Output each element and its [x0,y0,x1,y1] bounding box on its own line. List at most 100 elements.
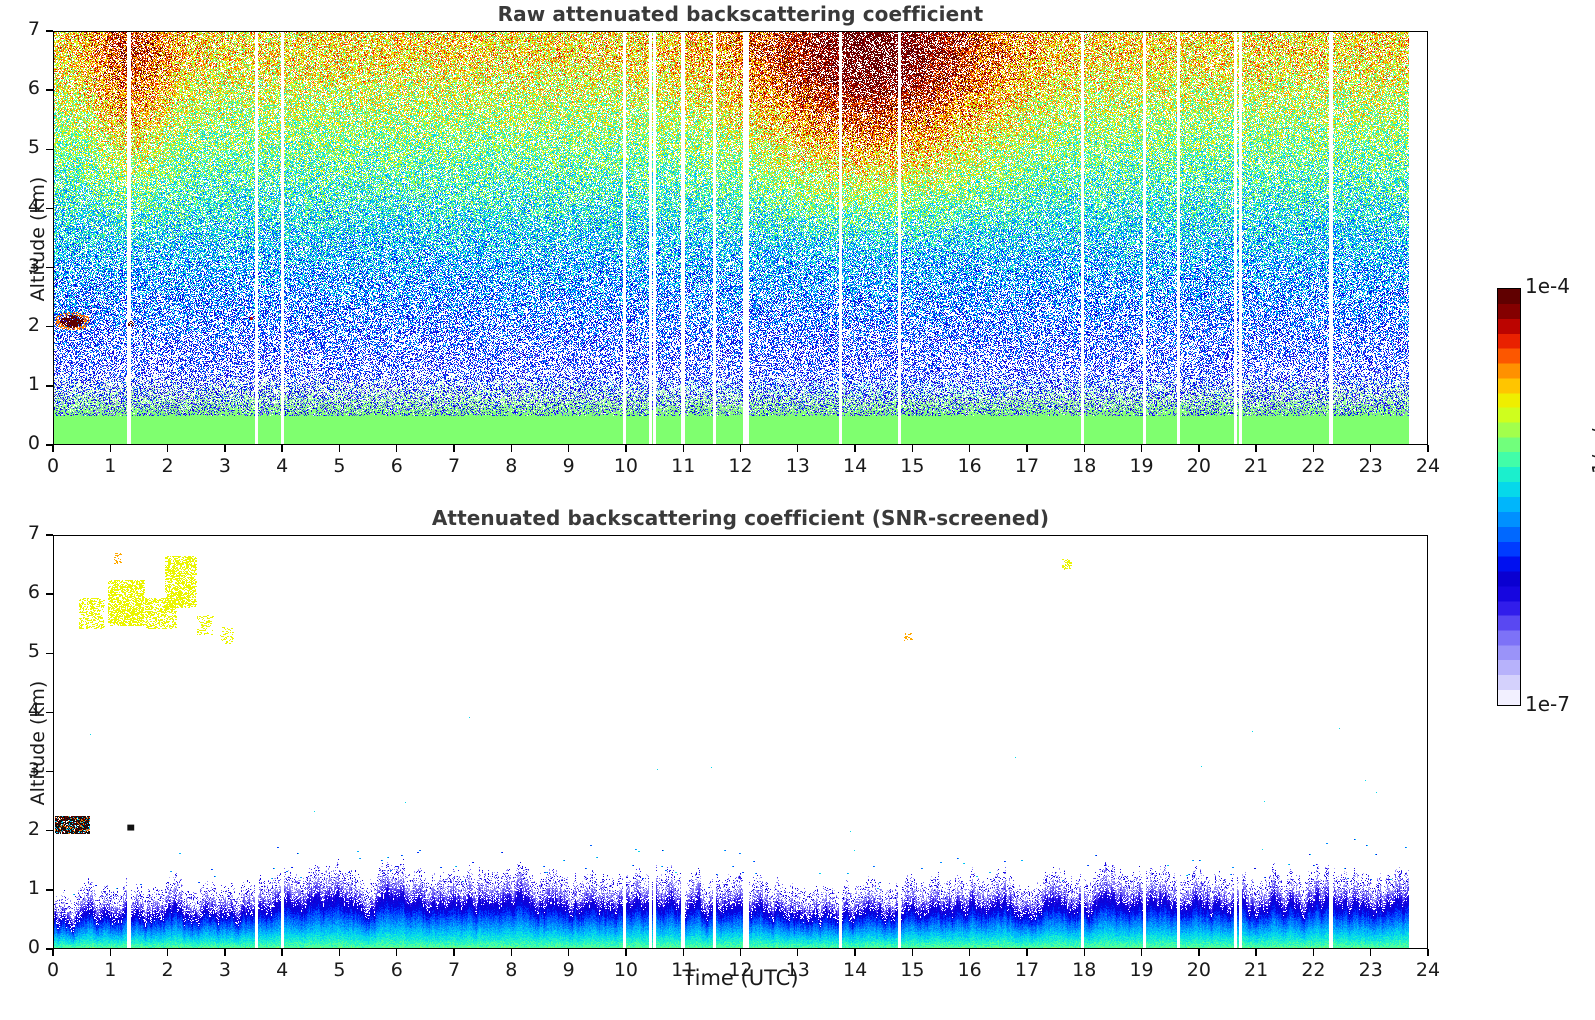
x-tick-label: 14 [842,455,868,477]
x-tick [1026,949,1028,956]
x-tick [1140,445,1143,452]
x-tick [625,949,627,956]
x-tick [739,445,742,452]
y-tick [46,444,53,446]
x-tick-label: 4 [276,455,289,477]
x-tick-label: 19 [1129,455,1154,477]
y-tick-label: 2 [27,817,40,840]
x-tick-label: 18 [1072,455,1097,477]
y-tick [46,534,53,536]
colorbar-gradient [1497,288,1521,706]
x-tick [682,445,684,452]
y-tick-label: 4 [27,699,40,722]
y-axis-title-raw: Altitude (km) [27,176,49,302]
x-tick [281,949,283,956]
x-tick [1427,949,1429,956]
x-tick [911,445,914,452]
x-tick [510,949,513,956]
x-tick-label: 4 [276,959,289,981]
x-tick-label: 7 [447,959,461,981]
x-tick-label: 21 [1244,959,1269,981]
y-tick-label: 6 [27,581,40,604]
x-tick [797,445,799,452]
y-tick-label: 3 [27,254,40,277]
x-tick-label: 13 [785,959,810,981]
x-tick [52,445,54,452]
colorbar-unit-label: 1/m/sr [1588,409,1595,475]
y-tick [46,207,53,210]
x-tick-label: 0 [46,455,60,477]
x-tick-label: 1 [104,959,117,981]
x-tick [1198,949,1200,956]
x-tick-label: 12 [728,959,753,981]
x-tick-label: 15 [900,959,925,981]
x-tick-label: 17 [1014,455,1040,477]
x-tick-label: 20 [1186,455,1211,477]
x-tick [567,445,570,452]
y-tick-label: 7 [27,18,40,40]
colorbar-max-label: 1e-4 [1525,274,1570,298]
y-tick [46,830,53,832]
x-tick [1026,445,1028,452]
plot-area-screened [53,535,1428,949]
y-tick [46,711,53,714]
x-tick-label: 9 [562,455,575,477]
x-tick [453,445,455,452]
x-axis-title: Time (UTC) [682,966,799,990]
y-tick-label: 1 [27,876,40,899]
x-tick-label: 10 [613,455,638,477]
x-tick [567,949,570,956]
x-tick [52,949,54,956]
x-tick-label: 22 [1301,455,1326,477]
colorbar-min-label: 1e-7 [1525,692,1570,716]
x-tick [854,949,856,956]
x-tick [1370,949,1372,956]
x-tick-label: 24 [1415,455,1441,477]
y-tick-label: 4 [27,195,40,218]
x-tick-label: 18 [1072,959,1097,981]
x-tick-label: 5 [333,959,346,981]
x-tick-label: 1 [104,455,117,477]
x-tick-label: 9 [562,959,575,981]
x-tick [1255,445,1257,452]
x-tick [224,949,226,956]
x-tick-label: 19 [1129,959,1154,981]
x-tick-label: 5 [333,455,346,477]
x-tick [682,949,684,956]
y-tick [46,385,53,387]
x-tick [968,949,971,956]
x-tick [1312,445,1315,452]
x-tick [797,949,799,956]
x-tick [1083,445,1085,452]
y-tick-label: 0 [27,432,40,454]
panel-title-raw: Raw attenuated backscattering coefficien… [497,2,984,26]
y-tick [46,770,53,773]
x-tick-label: 7 [447,455,461,477]
y-tick-label: 5 [27,640,40,663]
x-tick-label: 10 [613,959,638,981]
x-tick [1427,445,1429,452]
y-tick [46,593,53,595]
x-tick-label: 6 [390,959,403,981]
x-tick-label: 2 [161,959,174,981]
x-tick [1312,949,1315,956]
x-tick-label: 14 [842,959,868,981]
x-tick [109,445,111,452]
y-tick [46,326,53,328]
x-tick-label: 6 [390,455,403,477]
x-tick [453,949,455,956]
y-tick [46,30,53,32]
x-tick-label: 11 [671,959,696,981]
heatmap-raw [54,32,1427,444]
x-tick [338,949,341,956]
x-tick-label: 8 [505,455,518,477]
y-tick [46,652,53,654]
x-tick-label: 15 [900,455,925,477]
x-tick [1083,949,1085,956]
x-tick-label: 12 [728,455,753,477]
x-tick [1255,949,1257,956]
y-tick [46,889,53,891]
x-tick [625,445,627,452]
x-tick-label: 24 [1415,959,1441,981]
